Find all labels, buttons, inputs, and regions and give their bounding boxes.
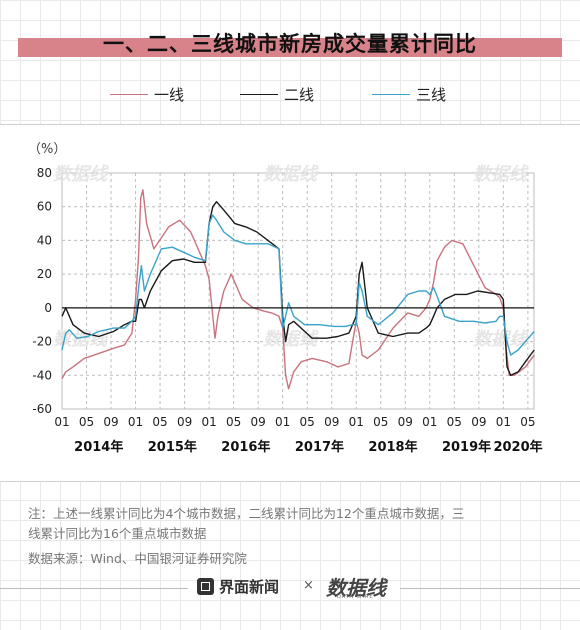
x-tick-label: 09: [324, 415, 339, 429]
x-tick-label: 01: [201, 415, 216, 429]
x-tick-label: 09: [177, 415, 192, 429]
x-tick-label: 05: [447, 415, 462, 429]
data-wire-logo-sub: DATA WIRE: [337, 594, 374, 600]
y-tick-label: -20: [32, 335, 52, 349]
legend-label-series2: 二线: [284, 86, 315, 104]
chart-panel: 数据线 数据线 数据线 数据线 数据线 数据线 80 60 40 20 0 -20 -40 -60 01 0…: [0, 124, 580, 482]
x-tick-label: 05: [520, 415, 535, 429]
legend-item-series1: 一线: [110, 84, 184, 105]
page-title: 一、二、三线城市新房成交量累计同比: [103, 32, 477, 56]
x-tick-label: 09: [398, 415, 413, 429]
legend-label-series1: 一线: [154, 86, 185, 104]
footer: 界面新闻 × 数据线 DATA WIRE: [0, 574, 580, 602]
footnote: 注：上述一线累计同比为4个城市数据，二线累计同比为12个重点城市数据，三 线累计…: [28, 504, 558, 544]
year-label: 2017年: [295, 439, 344, 455]
x-tick-label: 01: [128, 415, 143, 429]
legend-item-series2: 二线: [240, 84, 314, 105]
series-line-3: [61, 214, 535, 356]
footer-divider-right: [400, 588, 580, 589]
title-bar: [18, 38, 562, 57]
y-tick-label: 60: [37, 200, 52, 214]
legend-swatch-series2: [240, 94, 278, 95]
x-tick-label: 05: [226, 415, 241, 429]
legend-swatch-series3: [372, 94, 410, 95]
footnote-line-1: 注：上述一线累计同比为4个城市数据，二线累计同比为12个重点城市数据，三: [28, 506, 465, 521]
series-line-2: [61, 201, 535, 376]
y-tick-label: 40: [37, 233, 52, 247]
x-tick-label: 09: [471, 415, 486, 429]
x-tick-label: 05: [373, 415, 388, 429]
x-tick-label: 05: [300, 415, 315, 429]
data-source: 数据来源：Wind、中国银河证券研究院: [28, 551, 247, 566]
y-tick-label: 80: [37, 166, 52, 180]
year-label: 2020年: [493, 439, 542, 455]
data-wire-logo: 数据线: [326, 576, 386, 600]
brand-logo-icon: [197, 578, 214, 595]
chart-grid: [61, 172, 535, 410]
x-tick-label: 01: [54, 415, 69, 429]
footer-divider-left: [0, 588, 188, 589]
x-tick-label: 01: [275, 415, 290, 429]
legend: 一线 二线 三线: [0, 84, 580, 106]
year-label: 2019年: [442, 439, 491, 455]
legend-label-series3: 三线: [416, 86, 447, 104]
y-axis-label: （%）: [28, 142, 66, 157]
y-tick-label: 20: [37, 267, 52, 281]
y-tick-label: -60: [32, 402, 52, 416]
footnote-line-2: 线累计同比为16个重点城市数据: [28, 526, 207, 541]
x-tick-label: 09: [251, 415, 266, 429]
year-label: 2015年: [148, 439, 197, 455]
chart-series: [61, 189, 535, 390]
y-tick-label: -40: [32, 368, 52, 382]
footer-separator: ×: [303, 578, 314, 593]
watermark: 数据线: [473, 164, 529, 185]
footer-brand: 界面新闻: [219, 578, 280, 596]
watermark: 数据线: [263, 329, 319, 350]
x-tick-label: 09: [103, 415, 118, 429]
legend-item-series3: 三线: [372, 84, 446, 105]
y-tick-label: 0: [44, 301, 52, 315]
watermark: 数据线: [263, 164, 319, 185]
x-tick-label: 01: [496, 415, 511, 429]
watermark: 数据线: [473, 329, 529, 350]
watermark: 数据线: [53, 164, 109, 185]
year-label: 2018年: [368, 439, 417, 455]
watermark: 数据线: [53, 329, 109, 350]
x-tick-label: 01: [422, 415, 437, 429]
series-line-1: [61, 189, 535, 390]
x-tick-label: 01: [349, 415, 364, 429]
year-label: 2014年: [74, 439, 123, 455]
x-tick-label: 05: [152, 415, 167, 429]
year-label: 2016年: [221, 439, 270, 455]
x-tick-label: 05: [79, 415, 94, 429]
plot-border: [61, 172, 535, 410]
legend-swatch-series1: [110, 94, 148, 95]
